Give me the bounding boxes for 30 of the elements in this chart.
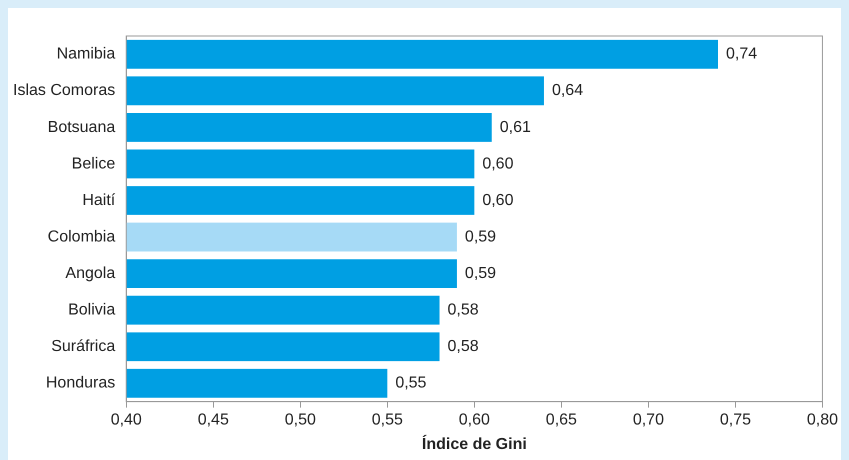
x-tick-label: 0,55 [372,412,403,429]
data-label: 0,64 [552,82,584,100]
y-tick-label: Suráfrica [51,338,116,356]
x-tick-label: 0,50 [284,412,316,429]
x-tick-label: 0,75 [720,412,752,429]
data-label: 0,60 [482,155,514,172]
data-label: 0,60 [482,192,514,209]
x-tick-label: 0,40 [110,412,142,429]
y-tick-label: Honduras [46,374,116,392]
data-label: 0,58 [448,338,479,356]
data-label: 0,74 [726,46,758,63]
x-tick-label: 0,60 [458,412,490,429]
x-tick-label: 0,70 [632,412,664,429]
x-tick-label: 0,65 [546,412,578,429]
y-tick-label: Belice [72,155,116,172]
y-tick-label: Islas Comoras [13,82,116,100]
data-label: 0,59 [464,265,496,282]
data-label: 0,58 [448,302,479,319]
x-axis-title: Índice de Gini [422,434,527,453]
data-label: 0,55 [395,374,427,392]
y-tick-label: Namibia [56,46,116,63]
y-tick-label: Haití [82,192,116,209]
y-tick-label: Bolivia [68,302,116,319]
data-label: 0,61 [500,118,531,136]
y-tick-label: Botsuana [48,118,116,136]
x-tick-label: 0,45 [198,412,229,429]
y-tick-label: Angola [65,265,116,282]
x-tick-label: 0,80 [806,412,838,429]
y-tick-label: Colombia [48,228,116,246]
data-label: 0,59 [464,228,496,246]
